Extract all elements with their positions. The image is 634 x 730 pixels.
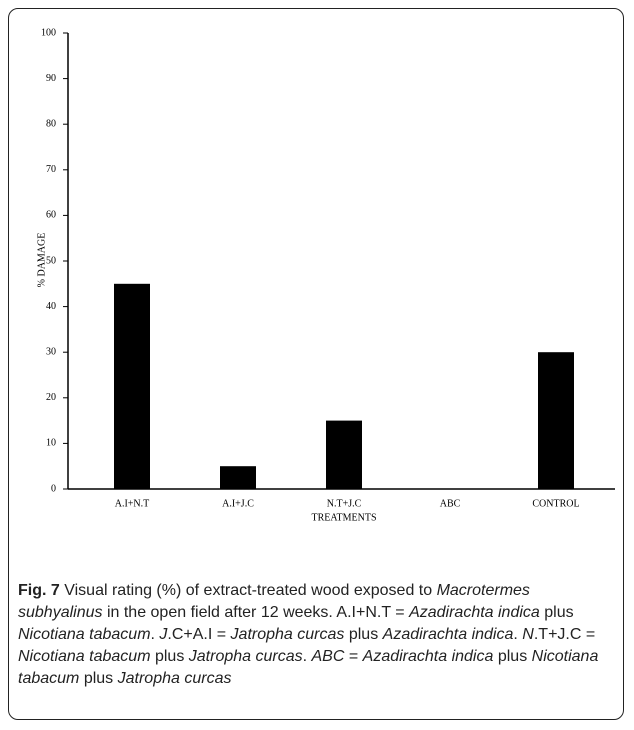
x-tick-label: CONTROL xyxy=(532,498,579,509)
x-tick-label: A.I+N.T xyxy=(115,498,150,509)
x-tick-label: ABC xyxy=(440,498,461,509)
y-tick-label: 10 xyxy=(46,438,56,449)
y-tick-label: 60 xyxy=(46,210,56,221)
caption-text: . xyxy=(302,648,312,665)
caption-species: Nicotiana tabacum xyxy=(18,648,599,687)
caption-species: Macrotermes subhyalinus xyxy=(18,582,530,621)
y-tick-label: 70 xyxy=(46,164,56,175)
caption-text: plus xyxy=(539,604,574,621)
caption-label: Fig. 7 xyxy=(18,582,60,599)
caption-species: Jatropha curcas xyxy=(117,670,232,687)
caption-species: Nicotiana tabacum xyxy=(18,648,151,665)
x-tick-label: A.I+J.C xyxy=(222,498,254,509)
caption-text: in the open field after 12 weeks. A.I+N.… xyxy=(102,604,410,621)
caption-species: ABC xyxy=(311,648,345,665)
figure-frame xyxy=(8,8,624,720)
y-tick-label: 100 xyxy=(41,27,56,38)
caption-species: Nicotiana tabacum xyxy=(18,626,151,643)
caption-species: Jatropha curcas xyxy=(230,626,345,643)
caption-text: .T+J.C = xyxy=(533,626,596,643)
caption-text: plus xyxy=(493,648,532,665)
caption-text: plus xyxy=(150,648,189,665)
y-tick-label: 90 xyxy=(46,73,56,84)
caption-species: Azadirachta indica xyxy=(382,626,514,643)
caption-species: J xyxy=(159,626,168,643)
bar xyxy=(220,466,256,489)
bar xyxy=(538,352,574,489)
x-tick-label: N.T+J.C xyxy=(327,498,362,509)
caption-text: . xyxy=(150,626,160,643)
y-tick-label: 30 xyxy=(46,346,56,357)
caption-species: Jatropha curcas xyxy=(188,648,303,665)
y-axis-label: % DAMAGE xyxy=(36,233,47,288)
caption-text: Visual rating (%) of extract-treated woo… xyxy=(59,582,437,599)
caption-text: = xyxy=(344,648,363,665)
caption-species: Azadirachta indica xyxy=(409,604,540,621)
y-tick-label: 0 xyxy=(51,483,56,494)
caption-text: .C+A.I = xyxy=(167,626,231,643)
caption-species: Azadirachta indica xyxy=(362,648,494,665)
caption-species: N xyxy=(522,626,534,643)
bar xyxy=(114,283,150,489)
x-axis-label: TREATMENTS xyxy=(312,512,377,523)
caption-text: . xyxy=(513,626,523,643)
bar xyxy=(326,420,362,489)
y-tick-label: 20 xyxy=(46,392,56,403)
caption: Fig. 7 Visual rating (%) of extract-trea… xyxy=(18,580,618,690)
caption-text: plus xyxy=(344,626,383,643)
caption-text: plus xyxy=(79,670,118,687)
chart: % DAMAGE TREATMENTS 0 10 20 30 40 50 60 70 80 90 1… xyxy=(36,27,615,523)
y-tick-label: 80 xyxy=(46,118,56,129)
y-tick-label: 50 xyxy=(46,255,56,266)
y-tick-label: 40 xyxy=(46,301,56,312)
